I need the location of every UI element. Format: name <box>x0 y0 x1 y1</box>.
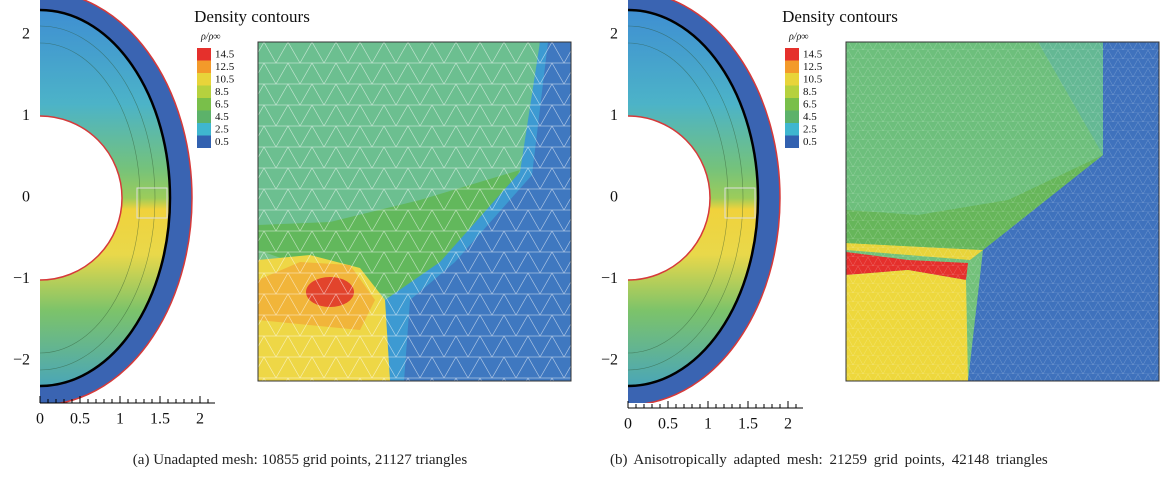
colorbar-swatch <box>785 135 799 148</box>
contour-plot <box>628 0 781 403</box>
x-tick-label: 1.5 <box>150 411 170 428</box>
colorbar-level: 0.5 <box>215 136 229 148</box>
x-tick-label: 1.5 <box>738 416 758 433</box>
colorbar-swatch <box>785 73 799 86</box>
colorbar-label: ρ/ρ∞ <box>788 31 809 42</box>
colorbar-swatch <box>197 48 211 61</box>
x-tick-label: 0 <box>36 411 44 428</box>
colorbar-swatch <box>785 48 799 61</box>
x-tick-label: 1 <box>116 411 124 428</box>
y-tick-label: 2 <box>610 26 618 43</box>
body <box>628 115 711 281</box>
colorbar-swatch <box>197 85 211 98</box>
colorbar-level: 2.5 <box>215 124 229 136</box>
colorbar-swatch <box>197 73 211 86</box>
title: Density contours <box>194 7 310 26</box>
colorbar-swatch <box>197 98 211 111</box>
colorbar-level: 4.5 <box>803 111 817 123</box>
colorbar-swatch <box>197 60 211 73</box>
x-tick-label: 2 <box>196 411 204 428</box>
colorbar-level: 10.5 <box>803 74 823 86</box>
colorbar-level: 14.5 <box>215 49 235 61</box>
zoom-marker <box>136 187 168 219</box>
colorbar-label: ρ/ρ∞ <box>200 31 221 42</box>
contour-line <box>628 42 729 354</box>
colorbar-level: 12.5 <box>215 61 235 73</box>
colorbar-level: 14.5 <box>803 49 823 61</box>
colorbar-level: 6.5 <box>803 99 817 111</box>
panel: 2 1 0 −1 −2 0 0.5 1 1.5 2 Density contours ρ/ρ∞ 14.5… <box>13 0 572 428</box>
caption: (a) Unadapted mesh: 10855 grid points, 2… <box>132 452 468 468</box>
y-tick-label: −2 <box>601 352 618 369</box>
y-tick-label: −2 <box>13 352 30 369</box>
x-tick-label: 0 <box>624 416 632 433</box>
colorbar-level: 8.5 <box>803 86 817 98</box>
y-tick-label: 0 <box>22 189 30 206</box>
colorbar-level: 8.5 <box>215 86 229 98</box>
y-tick-label: 2 <box>22 26 30 43</box>
body <box>40 115 123 281</box>
colorbar-swatch <box>785 110 799 123</box>
zoom-frame <box>257 41 572 382</box>
zoom-marker <box>724 187 756 219</box>
colorbar-swatch <box>197 123 211 136</box>
panel: 2 1 0 −1 −2 0 0.5 1 1.5 2 Density contours ρ/ρ∞ 14.5… <box>601 0 1160 433</box>
caption: (b) Anisotropically adapted mesh: 21259 … <box>610 452 1048 468</box>
contour-line <box>628 25 744 371</box>
y-tick-label: 0 <box>610 189 618 206</box>
colorbar-level: 6.5 <box>215 99 229 111</box>
x-tick-label: 1 <box>704 416 712 433</box>
colorbar-swatch <box>785 98 799 111</box>
colorbar-level: 10.5 <box>215 74 235 86</box>
zoom-frame <box>845 41 1160 382</box>
title: Density contours <box>782 7 898 26</box>
contour-line <box>40 25 156 371</box>
y-tick-label: 1 <box>610 107 618 124</box>
x-tick-label: 0.5 <box>70 411 90 428</box>
colorbar-level: 0.5 <box>803 136 817 148</box>
x-tick-label: 2 <box>784 416 792 433</box>
colorbar-level: 12.5 <box>803 61 823 73</box>
colorbar-swatch <box>785 60 799 73</box>
y-tick-label: −1 <box>601 270 618 287</box>
y-tick-label: 1 <box>22 107 30 124</box>
contour-plot <box>40 0 193 403</box>
colorbar-swatch <box>197 135 211 148</box>
colorbar-level: 4.5 <box>215 111 229 123</box>
contour-line <box>40 42 141 354</box>
colorbar-level: 2.5 <box>803 124 817 136</box>
y-tick-label: −1 <box>13 270 30 287</box>
x-tick-label: 0.5 <box>658 416 678 433</box>
colorbar-swatch <box>785 85 799 98</box>
colorbar-swatch <box>197 110 211 123</box>
colorbar-swatch <box>785 123 799 136</box>
